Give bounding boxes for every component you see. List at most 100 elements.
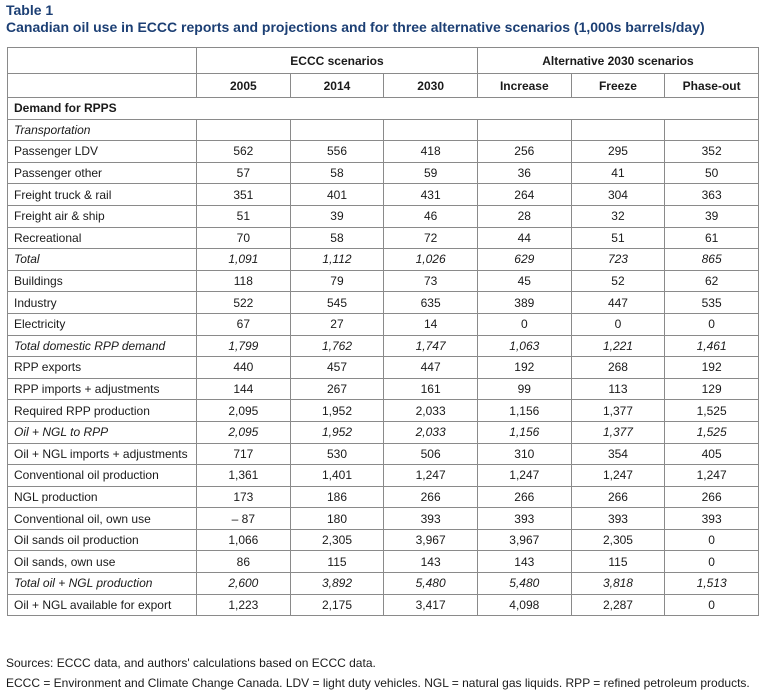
table-cell: 264 <box>476 183 572 206</box>
table-cell: 0 <box>664 528 759 552</box>
table-cell: 1,156 <box>476 399 572 422</box>
column-header: 2030 <box>383 73 478 98</box>
table-cell: 354 <box>570 442 666 466</box>
table-cell: 161 <box>383 377 478 401</box>
table-cell: 1,221 <box>570 334 666 358</box>
row-label: Passenger other <box>7 161 197 185</box>
row-label: Oil + NGL to RPP <box>7 420 197 444</box>
table-row: Oil sands oil production 1,066 2,305 3,967 3… <box>7 528 759 552</box>
table-cell: 393 <box>570 507 666 530</box>
table-cell: 865 <box>664 248 759 271</box>
row-label: Transportation <box>7 118 197 142</box>
table-cell: 267 <box>289 377 385 401</box>
table-cell: 1,066 <box>196 528 291 552</box>
table-cell: 2,033 <box>383 420 478 444</box>
row-label: Recreational <box>7 226 197 250</box>
table-row: Industry 522 545 635 389 447 535 <box>7 291 759 314</box>
table-cell: 70 <box>196 226 291 250</box>
table-row: Conventional oil production 1,361 1,401 1,2… <box>7 464 759 487</box>
table-cell: 2,287 <box>570 593 666 617</box>
group-header-eccc: ECCC scenarios <box>196 47 478 74</box>
table-cell: 1,525 <box>664 420 759 444</box>
table-label: Table 1 <box>6 2 54 18</box>
table-cell: 556 <box>289 140 385 163</box>
table-cell: 180 <box>289 507 385 530</box>
table-cell: 352 <box>664 140 759 163</box>
table-cell: 67 <box>196 312 291 336</box>
table-cell: 1,377 <box>570 420 666 444</box>
header-corner <box>7 47 197 74</box>
table-cell: 2,600 <box>196 572 291 595</box>
table-cell: 3,892 <box>289 572 385 595</box>
row-label: Oil + NGL imports + adjustments <box>7 442 197 466</box>
table-cell: 86 <box>196 550 291 574</box>
group-header-alternative: Alternative 2030 scenarios <box>476 47 759 74</box>
table-cell: 535 <box>664 291 759 314</box>
table-cell: 5,480 <box>383 572 478 595</box>
table-cell: 45 <box>476 269 572 293</box>
table-cell: 2,305 <box>289 528 385 552</box>
table-cell: 1,377 <box>570 399 666 422</box>
table-cell: 62 <box>664 269 759 293</box>
table-cell: 457 <box>289 356 385 379</box>
table-cell: – 87 <box>196 507 291 530</box>
table-row: Passenger LDV 562 556 418 256 295 352 <box>7 140 759 163</box>
table-cell: 51 <box>570 226 666 250</box>
table-cell: 143 <box>383 550 478 574</box>
row-label: NGL production <box>7 485 197 509</box>
table-row: Oil + NGL available for export 1,223 2,175… <box>7 593 759 617</box>
table-cell: 1,525 <box>664 399 759 422</box>
table-cell: 118 <box>196 269 291 293</box>
table-cell: 1,952 <box>289 399 385 422</box>
table-cell: 1,156 <box>476 420 572 444</box>
table-cell: 0 <box>476 312 572 336</box>
table-cell: 61 <box>664 226 759 250</box>
table-cell: 14 <box>383 312 478 336</box>
row-label: Buildings <box>7 269 197 293</box>
table-cell: 28 <box>476 204 572 228</box>
table-row: Buildings 118 79 73 45 52 62 <box>7 269 759 293</box>
table-row: Required RPP production 2,095 1,952 2,033 1,… <box>7 399 759 422</box>
table-cell: 418 <box>383 140 478 163</box>
table-cell: 113 <box>570 377 666 401</box>
table-cell: 447 <box>570 291 666 314</box>
table-cell: 1,747 <box>383 334 478 358</box>
table-cell: 1,762 <box>289 334 385 358</box>
table-cell: 36 <box>476 161 572 185</box>
table-cell: 2,175 <box>289 593 385 617</box>
table-row: Total oil + NGL production 2,600 3,892 5,48… <box>7 572 759 595</box>
table-cell: 52 <box>570 269 666 293</box>
table-cell: 58 <box>289 161 385 185</box>
table-cell: 192 <box>476 356 572 379</box>
table-cell: 27 <box>289 312 385 336</box>
table-cell: 389 <box>476 291 572 314</box>
row-label: Electricity <box>7 312 197 336</box>
table-cell: 3,417 <box>383 593 478 617</box>
table-cell: 1,799 <box>196 334 291 358</box>
table-cell: 393 <box>476 507 572 530</box>
row-label: Total <box>7 248 197 271</box>
row-label: Oil + NGL available for export <box>7 593 197 617</box>
header-column-row: 2005 2014 2030 Increase Freeze Phase-out <box>7 73 759 98</box>
table-cell: 0 <box>664 550 759 574</box>
table-cell <box>476 118 572 142</box>
table-cell: 186 <box>289 485 385 509</box>
table-row: Freight air & ship 51 39 46 28 32 39 <box>7 204 759 228</box>
table-cell: 1,091 <box>196 248 291 271</box>
table-row: Oil + NGL to RPP 2,095 1,952 2,033 1,156 1,37… <box>7 420 759 444</box>
row-label: RPP exports <box>7 356 197 379</box>
table-cell: 59 <box>383 161 478 185</box>
table-cell: 99 <box>476 377 572 401</box>
row-label: Demand for RPPS <box>7 97 759 120</box>
header-group-row: ECCC scenarios Alternative 2030 scenario… <box>7 47 759 74</box>
oil-use-table: ECCC scenarios Alternative 2030 scenario… <box>7 47 759 617</box>
table-cell: 1,952 <box>289 420 385 444</box>
table-cell: 79 <box>289 269 385 293</box>
table-cell: 2,095 <box>196 399 291 422</box>
table-cell: 440 <box>196 356 291 379</box>
table-row: Oil sands, own use 86 115 143 143 115 0 <box>7 550 759 574</box>
row-label: Total domestic RPP demand <box>7 334 197 358</box>
table-cell: 3,818 <box>570 572 666 595</box>
column-header: Phase-out <box>664 73 759 98</box>
table-cell: 351 <box>196 183 291 206</box>
